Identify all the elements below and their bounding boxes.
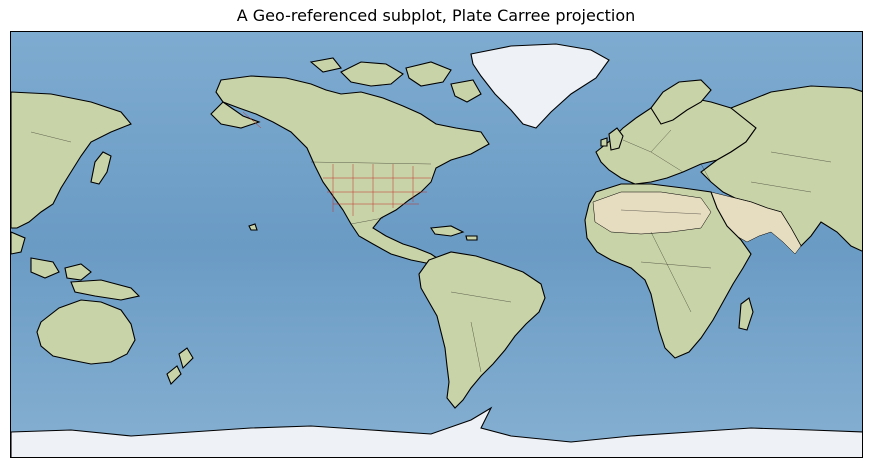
world-map: .land { fill: #c9d3a8; stroke: #000; str… <box>11 32 862 457</box>
country-borders <box>30 129 832 373</box>
new-zealand <box>166 347 194 385</box>
sahara <box>592 191 712 235</box>
antarctica <box>11 406 862 457</box>
australia <box>36 299 136 365</box>
figure-title: A Geo-referenced subplot, Plate Carree p… <box>236 6 636 25</box>
british-isles <box>600 127 624 151</box>
east-asia-west-edge <box>11 91 132 229</box>
arctic-islands <box>309 57 482 103</box>
us-state-borders <box>242 111 431 216</box>
caribbean <box>430 225 478 241</box>
japan <box>90 151 112 185</box>
hawaii <box>248 223 258 231</box>
southeast-asia <box>11 231 141 301</box>
map-axes: .land { fill: #c9d3a8; stroke: #000; str… <box>10 31 863 458</box>
greenland <box>470 43 610 129</box>
south-america <box>418 251 546 409</box>
alaska-peninsula <box>210 101 261 129</box>
north-america <box>215 75 490 265</box>
scandinavia <box>650 79 712 125</box>
madagascar <box>738 297 754 331</box>
